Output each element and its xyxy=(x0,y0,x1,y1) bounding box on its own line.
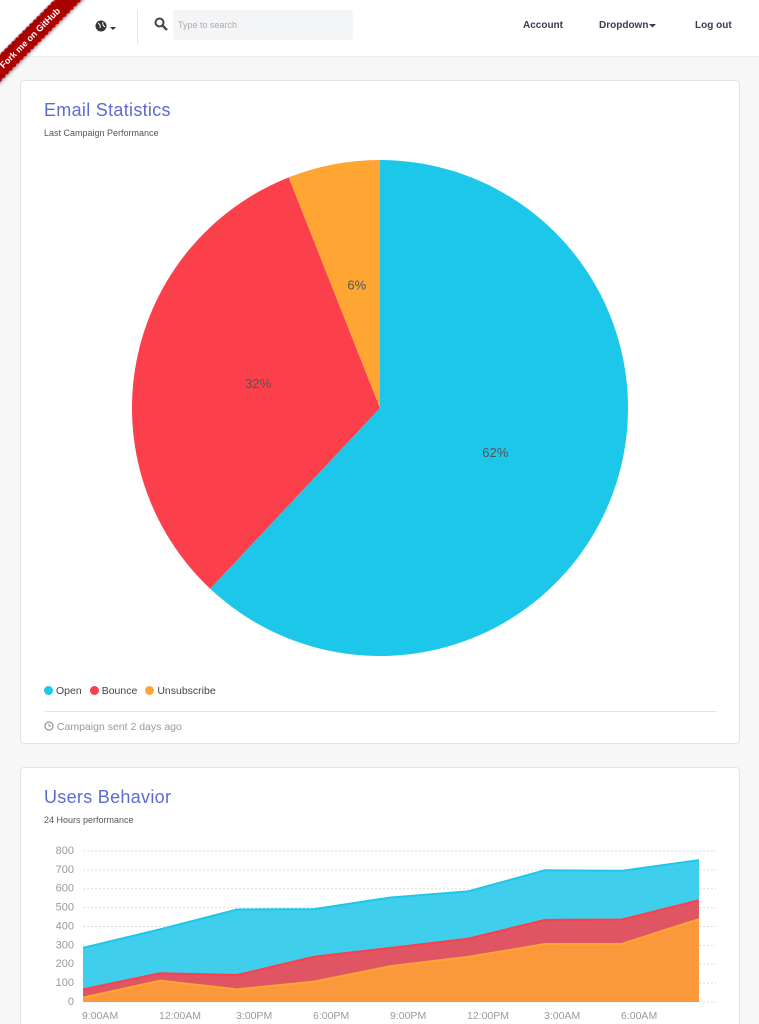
divider xyxy=(44,711,717,712)
search-icon xyxy=(154,17,168,31)
y-tick-label: 200 xyxy=(56,958,74,970)
line xyxy=(82,918,700,999)
pie-slice xyxy=(131,177,380,589)
x-tick-label: 3:00PM xyxy=(236,1010,272,1022)
nav-link[interactable]: Log out xyxy=(695,20,732,31)
pie-slice xyxy=(210,160,628,656)
x-tick-label: 6:00PM xyxy=(313,1010,349,1022)
slice-label: 6% xyxy=(347,278,366,293)
legend-item: Bounce xyxy=(89,685,138,697)
card-title: Email Statistics xyxy=(44,100,171,120)
placeholder: Type to search xyxy=(178,20,238,30)
nav-link[interactable]: Dropdown xyxy=(599,20,649,31)
card-footer: Campaign sent 2 days ago xyxy=(44,721,182,733)
y-tick-label: 0 xyxy=(68,996,74,1008)
slice-label: 62% xyxy=(482,445,508,460)
legend-item: Open xyxy=(44,685,82,697)
globe-icon[interactable] xyxy=(95,19,119,35)
nav-link[interactable]: Account xyxy=(523,20,563,31)
line xyxy=(82,859,700,949)
area xyxy=(83,919,699,1002)
legend-label: Bounce xyxy=(101,685,138,697)
y-tick-label: 300 xyxy=(56,939,74,951)
legend: Open Bounce Unsubscribe xyxy=(44,685,224,697)
y-tick-label: 500 xyxy=(56,902,74,914)
y-tick-label: 400 xyxy=(56,920,74,932)
separator xyxy=(137,10,138,44)
y-tick-label: 600 xyxy=(56,883,74,895)
x-tick-label: 9:00AM xyxy=(82,1010,118,1022)
caret xyxy=(649,24,656,28)
x-tick-label: 3:00AM xyxy=(544,1010,580,1022)
footer-text: Campaign sent 2 days ago xyxy=(56,721,182,733)
legend-swatch xyxy=(89,686,99,695)
x-tick-label: 6:00AM xyxy=(621,1010,657,1022)
y-tick-label: 100 xyxy=(56,977,74,989)
card-subtitle: 24 Hours performance xyxy=(44,815,134,825)
search-input[interactable]: Type to search xyxy=(173,10,353,40)
legend-swatch xyxy=(44,686,53,695)
card-title: Users Behavior xyxy=(44,787,172,807)
x-tick-label: 12:00PM xyxy=(467,1010,509,1022)
clock-icon xyxy=(44,721,54,731)
pie-slice xyxy=(288,160,380,408)
y-tick-label: 800 xyxy=(56,845,74,857)
y-tick-label: 700 xyxy=(56,864,74,876)
legend-label: Open xyxy=(56,685,82,697)
legend-swatch xyxy=(145,686,155,695)
line xyxy=(82,899,700,991)
card-subtitle: Last Campaign Performance xyxy=(44,128,159,138)
slice-label: 32% xyxy=(245,376,271,391)
legend-label: Unsubscribe xyxy=(157,685,216,697)
navbar: Type to search Account Dropdown Log out xyxy=(0,0,759,57)
x-tick-label: 9:00PM xyxy=(390,1010,426,1022)
legend-item: Unsubscribe xyxy=(145,685,216,697)
x-tick-label: 12:00AM xyxy=(159,1010,201,1022)
